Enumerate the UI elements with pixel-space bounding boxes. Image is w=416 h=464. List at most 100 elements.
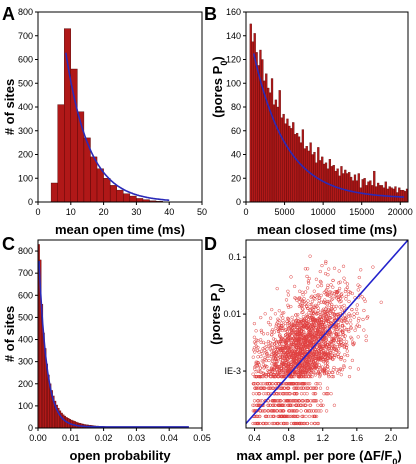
fit-curve-c	[38, 260, 189, 428]
scatter-point-d	[339, 356, 343, 360]
scatter-point-d	[287, 336, 291, 341]
scatter-point-d	[271, 351, 275, 355]
scatter-point-d	[314, 382, 318, 386]
scatter-point-d	[299, 323, 303, 327]
scatter-point-d	[289, 365, 294, 369]
scatter-point-d	[334, 293, 338, 297]
scatter-point-d	[252, 346, 257, 350]
scatter-point-d	[292, 358, 296, 362]
scatter-point-d	[276, 370, 280, 374]
scatter-point-d	[296, 342, 301, 346]
scatter-point-d	[280, 374, 284, 379]
scatter-point-d	[337, 316, 341, 320]
scatter-point-d	[252, 399, 257, 403]
scatter-point-d	[298, 403, 303, 407]
scatter-point-d	[296, 382, 300, 386]
scatter-point-d	[260, 403, 264, 407]
scatter-point-d	[265, 332, 270, 336]
scatter-point-d	[317, 366, 321, 370]
scatter-point-d	[319, 348, 323, 352]
scatter-point-d	[298, 350, 302, 354]
scatter-point-d	[320, 263, 324, 268]
scatter-point-d	[284, 328, 288, 332]
scatter-point-d	[295, 298, 299, 302]
y-tick-label-d: 0.1	[228, 252, 241, 262]
scatter-point-d	[330, 346, 334, 350]
y-tick-label-a: 700	[18, 31, 33, 41]
scatter-point-d	[287, 409, 291, 413]
scatter-point-d	[277, 342, 282, 346]
scatter-point-d	[281, 374, 285, 379]
scatter-point-d	[310, 294, 314, 298]
bar-b	[384, 181, 387, 203]
scatter-point-d	[329, 392, 333, 396]
scatter-point-d	[357, 275, 361, 280]
scatter-point-d	[323, 271, 328, 276]
scatter-point-d	[323, 361, 327, 365]
scatter-point-d	[328, 350, 333, 354]
bar-b	[376, 182, 380, 203]
scatter-point-d	[274, 354, 278, 359]
scatter-point-d	[305, 399, 309, 403]
scatter-point-d	[300, 303, 305, 308]
scatter-point-d	[309, 399, 313, 403]
scatter-point-d	[294, 361, 298, 365]
bar-b	[274, 99, 278, 203]
x-tick-label-d: 1.2	[316, 433, 329, 443]
scatter-point-d	[341, 328, 345, 333]
scatter-point-d	[319, 399, 323, 403]
bar-a	[90, 156, 98, 203]
scatter-point-d	[253, 382, 257, 386]
scatter-point-d	[352, 315, 356, 319]
scatter-point-d	[310, 331, 315, 335]
scatter-point-d	[295, 356, 299, 361]
scatter-point-d	[307, 335, 311, 339]
y-axis-label-b-sub: 0	[219, 61, 229, 66]
scatter-point-d	[320, 331, 324, 335]
scatter-point-d	[344, 294, 348, 299]
scatter-point-d	[285, 319, 289, 323]
scatter-point-d	[280, 358, 284, 363]
scatter-point-d	[305, 274, 309, 279]
scatter-point-d	[305, 314, 310, 319]
scatter-point-d	[344, 340, 349, 344]
scatter-point-d	[257, 414, 262, 419]
scatter-point-d	[283, 421, 287, 426]
scatter-point-d	[263, 386, 267, 390]
scatter-point-d	[285, 399, 289, 403]
scatter-point-d	[336, 298, 341, 302]
scatter-point-d	[303, 370, 307, 375]
scatter-point-d	[319, 283, 324, 288]
y-tick-label-a: 500	[18, 78, 33, 88]
scatter-point-d	[340, 292, 344, 296]
scatter-point-d	[308, 318, 313, 322]
bar-b	[380, 185, 384, 203]
scatter-point-d	[306, 344, 311, 348]
scatter-point-d	[348, 365, 352, 370]
scatter-point-d	[317, 356, 321, 360]
scatter-point-d	[308, 254, 312, 258]
scatter-point-d	[349, 322, 353, 326]
y-tick-label-c: 100	[18, 401, 33, 411]
scatter-point-d	[326, 312, 330, 316]
y-tick-label-c: 400	[18, 335, 33, 345]
scatter-point-d	[260, 399, 264, 403]
scatter-point-d	[276, 353, 281, 357]
scatter-point-d	[284, 346, 288, 350]
scatter-point-d	[297, 328, 302, 332]
scatter-point-d	[277, 399, 282, 403]
scatter-point-d	[322, 346, 326, 351]
bar-b	[288, 125, 291, 203]
scatter-point-d	[362, 297, 366, 301]
scatter-point-d	[257, 350, 261, 354]
panel-label-b: B	[204, 4, 217, 24]
scatter-point-d	[281, 362, 285, 366]
scatter-point-d	[330, 297, 334, 302]
scatter-point-d	[256, 338, 260, 343]
scatter-point-d	[321, 327, 325, 331]
bar-b	[348, 172, 351, 203]
scatter-point-d	[298, 289, 302, 293]
y-tick-label-c: 300	[18, 357, 33, 367]
scatter-point-d	[271, 403, 275, 407]
scatter-point-d	[253, 374, 257, 379]
